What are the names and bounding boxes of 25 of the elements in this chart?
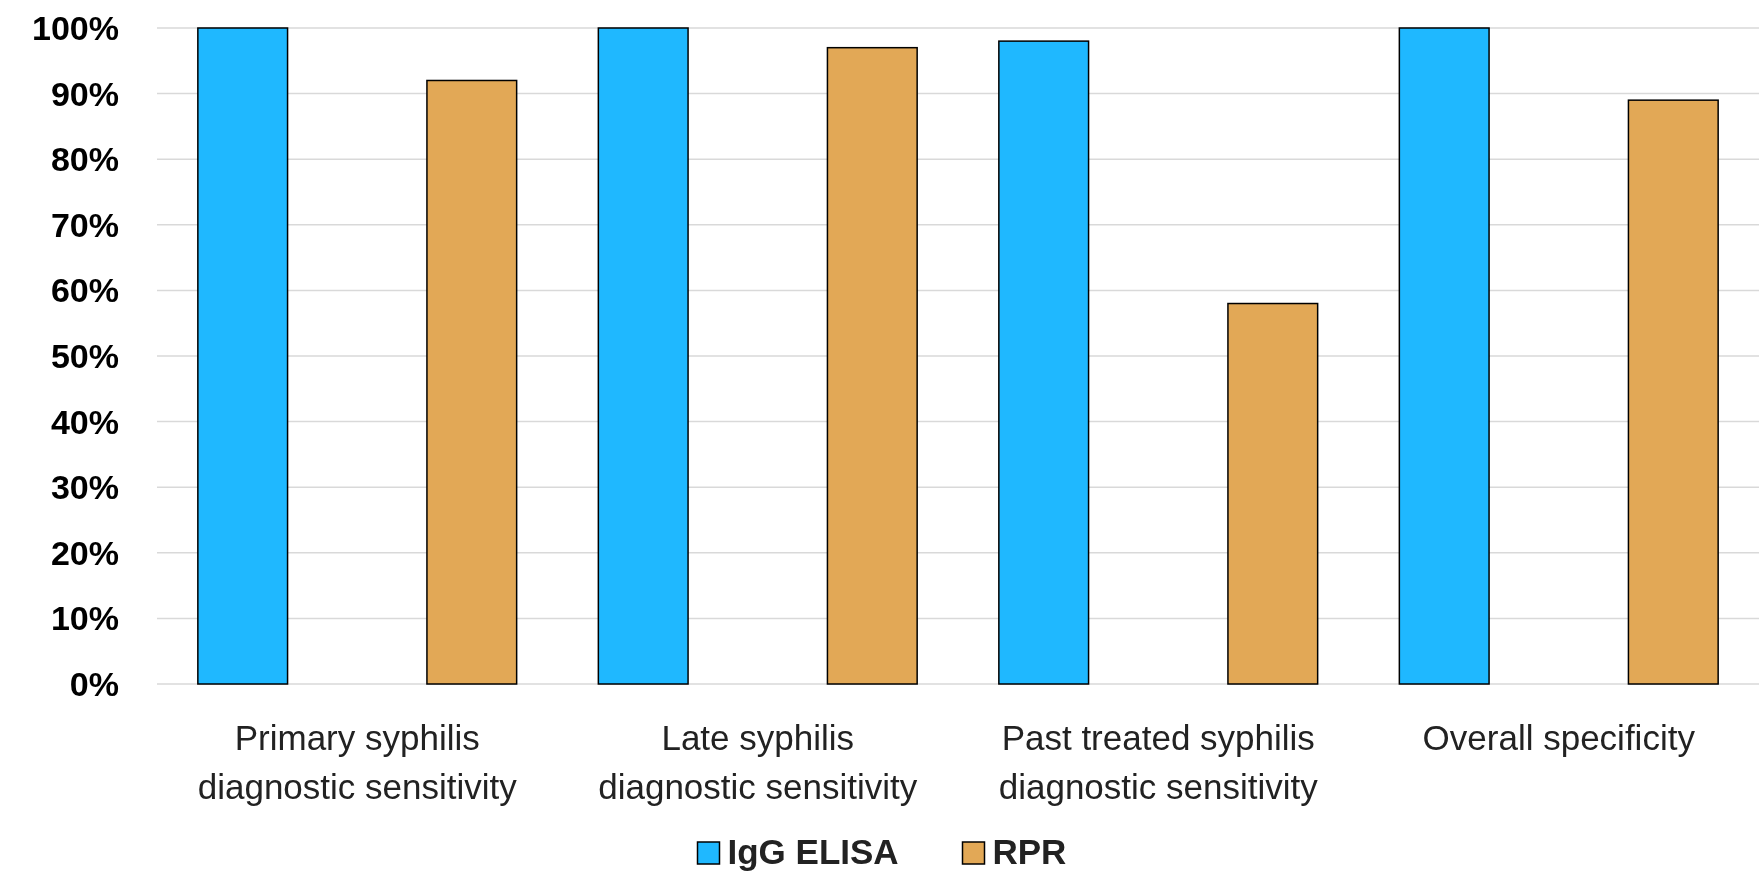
y-tick-label: 80% xyxy=(50,140,119,179)
bar xyxy=(826,46,918,685)
x-tick-label: Late syphilis diagnostic sensitivity xyxy=(598,718,918,806)
y-tick-label: 60% xyxy=(50,271,119,310)
y-tick-label: 90% xyxy=(50,74,119,113)
y-tick-label: 100% xyxy=(32,8,119,47)
bar xyxy=(1398,27,1490,685)
bar xyxy=(998,40,1090,685)
bar xyxy=(1627,99,1719,685)
x-tick-label: Primary syphilis diagnostic sensitivity xyxy=(197,718,518,806)
x-tick-label: Past treated syphilis diagnostic sensitivity xyxy=(998,718,1319,806)
y-tick-label: 70% xyxy=(50,205,119,244)
y-tick-label: 50% xyxy=(50,336,119,375)
legend-label: IgG ELISA xyxy=(727,832,899,871)
bar xyxy=(197,27,289,685)
bar xyxy=(426,79,518,685)
legend-label: RPR xyxy=(992,832,1067,871)
bar xyxy=(597,27,689,685)
y-tick-label: 30% xyxy=(50,468,119,507)
y-tick-label: 10% xyxy=(50,599,119,638)
y-tick-label: 40% xyxy=(50,402,119,441)
bar xyxy=(1227,302,1319,685)
y-tick-label: 0% xyxy=(69,664,119,703)
x-tick-label: Overall specificity xyxy=(1422,718,1696,757)
y-tick-label: 20% xyxy=(50,533,119,572)
